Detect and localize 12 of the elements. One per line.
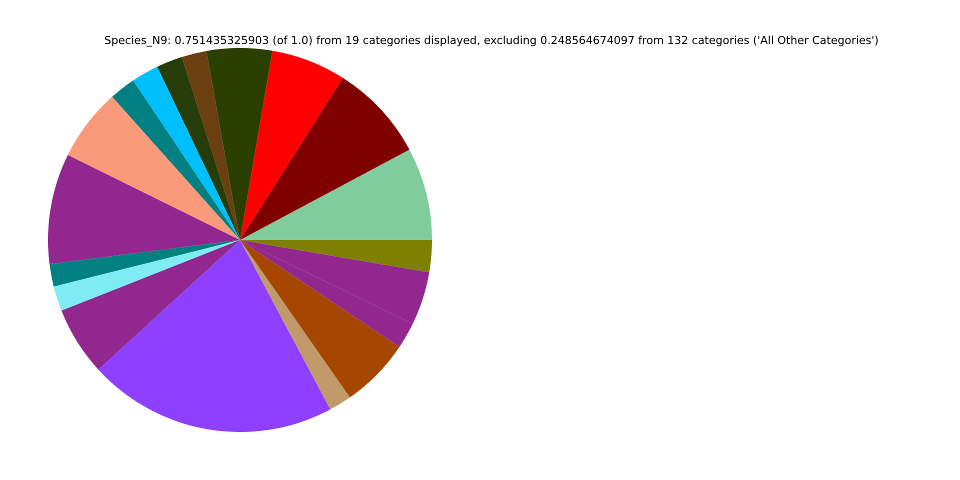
pie-slice — [54, 240, 240, 311]
pie-slice — [182, 50, 240, 240]
pie-slice — [240, 240, 400, 398]
pie-slice — [68, 96, 240, 240]
pie-slice — [133, 66, 240, 240]
pie-slice — [240, 240, 432, 272]
pie-slice — [240, 240, 350, 410]
pie-slice — [240, 78, 410, 240]
text: Species_N9: 0.751435325903 (of 1.0) from 19 categories displayed, excluding 0.248564674097 from 132 categories ('All Other Categories') — [104, 34, 879, 47]
pie-slice — [240, 50, 343, 240]
pie-slice — [98, 240, 330, 432]
pie-slice — [240, 150, 432, 240]
